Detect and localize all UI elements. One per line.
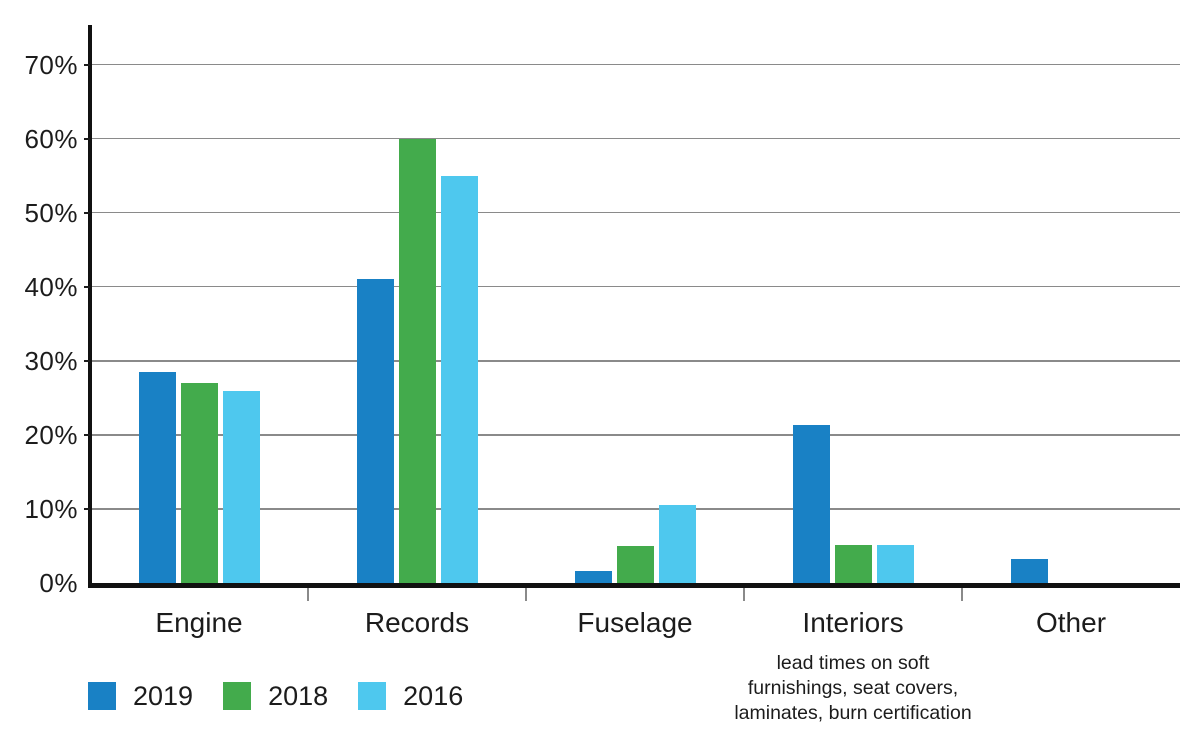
gridline-30% <box>92 359 1180 362</box>
y-tick-60% <box>84 137 90 140</box>
y-axis-label-30%: 30% <box>24 345 78 376</box>
bar-records-2019 <box>356 279 394 583</box>
legend-swatch-2019 <box>88 682 116 710</box>
interiors-annotation-line: furnishings, seat covers, <box>747 677 959 699</box>
legend: 2019 2018 2016 <box>88 682 463 710</box>
legend-swatch-2018 <box>223 682 252 710</box>
legend-item-2019: 2019 <box>88 682 193 710</box>
y-tick-50% <box>84 211 90 214</box>
x-axis-label-fuselage: Fuselage <box>577 607 693 638</box>
interiors-annotation: lead times on soft furnishings, seat cove… <box>693 651 1013 726</box>
y-axis-label-40%: 40% <box>24 271 78 302</box>
bar-engine-2019 <box>138 372 176 583</box>
legend-label-2019: 2019 <box>133 681 194 711</box>
bar-fuselage-2019 <box>574 571 612 583</box>
bar-records-2016 <box>440 175 478 583</box>
legend-label-2016: 2016 <box>403 681 464 711</box>
legend-label-2018: 2018 <box>268 681 329 711</box>
y-axis-label-20%: 20% <box>24 419 78 450</box>
gridline-70% <box>92 63 1180 66</box>
gridline-50% <box>92 211 1180 214</box>
y-tick-30% <box>84 359 90 362</box>
y-axis-label-70%: 70% <box>24 49 78 80</box>
y-axis-label-0%: 0% <box>39 568 78 598</box>
y-tick-70% <box>84 63 90 66</box>
y-tick-20% <box>84 433 90 436</box>
legend-item-2018: 2018 <box>223 682 328 710</box>
gridline-20% <box>92 433 1180 436</box>
interiors-annotation-line: lead times on soft <box>776 652 930 674</box>
y-axis-label-50%: 50% <box>24 197 78 228</box>
x-axis-label-engine: Engine <box>155 607 243 638</box>
y-axis-label-60%: 60% <box>24 123 78 154</box>
gridline-60% <box>92 137 1180 140</box>
bar-other-2019 <box>1010 558 1048 583</box>
x-axis-boundary-tick <box>961 588 963 601</box>
bar-interiors-2018 <box>834 544 872 583</box>
gridline-40% <box>92 285 1180 288</box>
bar-fuselage-2018 <box>616 545 654 583</box>
x-axis-label-records: Records <box>364 607 470 638</box>
x-axis-label-other: Other <box>1035 607 1107 638</box>
y-tick-40% <box>84 285 90 288</box>
bar-engine-2016 <box>222 390 260 583</box>
x-axis-label-interiors: Interiors <box>802 607 904 638</box>
gridline-10% <box>92 507 1180 510</box>
bar-records-2018 <box>398 138 436 583</box>
legend-item-2016: 2016 <box>358 682 463 710</box>
bar-fuselage-2016 <box>658 505 696 583</box>
y-axis-line <box>88 25 92 588</box>
x-axis-boundary-tick <box>743 588 745 601</box>
bar-interiors-2016 <box>876 544 914 583</box>
x-axis-boundary-tick <box>307 588 309 601</box>
x-axis-line <box>88 583 1180 588</box>
y-tick-10% <box>84 507 90 510</box>
interiors-annotation-line: laminates, burn certification <box>734 702 972 724</box>
legend-swatch-2016 <box>358 682 387 710</box>
bar-interiors-2019 <box>792 425 830 583</box>
y-axis-label-10%: 10% <box>24 493 78 524</box>
x-axis-boundary-tick <box>525 588 527 601</box>
bar-engine-2018 <box>180 383 218 583</box>
